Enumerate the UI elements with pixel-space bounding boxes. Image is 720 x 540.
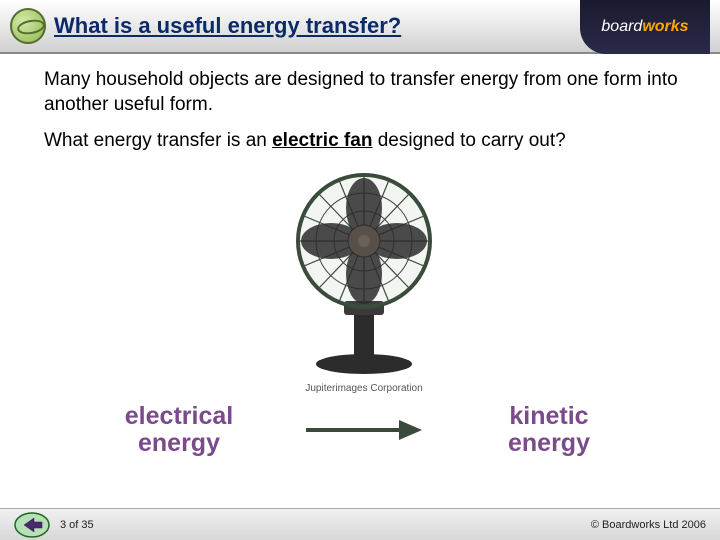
to-line2: energy <box>508 429 590 457</box>
page-indicator: 3 of 35 <box>60 519 94 531</box>
fan-image-container: Jupiterimages Corporation <box>44 166 684 395</box>
slide-footer: 3 of 35 © Boardworks Ltd 2006 <box>0 508 720 540</box>
para2-pre: What energy transfer is an <box>44 130 272 151</box>
paragraph-1: Many household objects are designed to t… <box>44 68 684 117</box>
slide-header: What is a useful energy transfer? boardw… <box>0 0 720 54</box>
back-button[interactable] <box>14 512 50 538</box>
paragraph-2: What energy transfer is an electric fan … <box>44 129 684 154</box>
from-line1: electrical <box>125 402 233 430</box>
arrow-right-icon <box>304 415 424 445</box>
slide-content: Many household objects are designed to t… <box>0 54 720 458</box>
brand-prefix: board <box>601 18 642 36</box>
to-line1: kinetic <box>509 402 588 430</box>
energy-to-label: kinetic energy <box>464 403 634 458</box>
energy-from-label: electrical energy <box>94 403 264 458</box>
copyright-text: © Boardworks Ltd 2006 <box>591 519 706 531</box>
para2-keyword: electric fan <box>272 130 372 151</box>
image-attribution: Jupiterimages Corporation <box>44 382 684 395</box>
header-globe-icon <box>10 8 46 44</box>
from-line2: energy <box>138 429 220 457</box>
brand-badge: boardworks <box>580 0 710 54</box>
slide-title: What is a useful energy transfer? <box>54 13 401 39</box>
brand-accent: works <box>642 18 688 36</box>
energy-transfer-row: electrical energy kinetic energy <box>44 403 684 458</box>
para2-post: designed to carry out? <box>372 130 565 151</box>
electric-fan-icon <box>274 166 454 376</box>
